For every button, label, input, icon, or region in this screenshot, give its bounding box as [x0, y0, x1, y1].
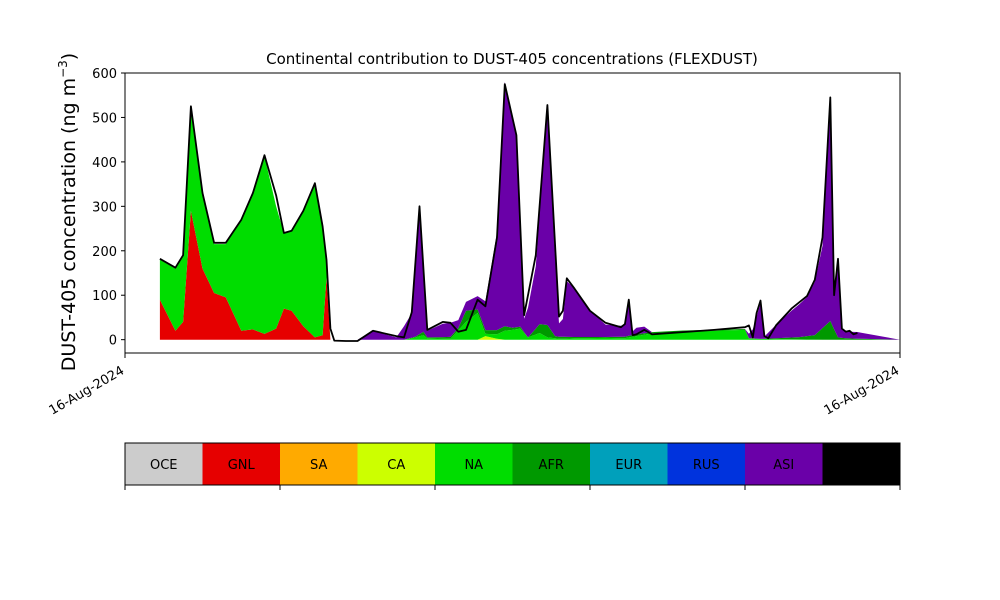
y-tick-label: 100 — [92, 289, 117, 304]
y-tick-label: 0 — [109, 334, 117, 349]
y-axis-label-main: DUST-405 concentration (ng m — [58, 78, 80, 371]
y-tick-label: 200 — [92, 245, 117, 260]
chart-title: Continental contribution to DUST-405 con… — [266, 50, 758, 68]
legend-swatch-gnl — [202, 443, 280, 485]
legend-label-aus: AUS — [848, 458, 875, 473]
legend-label-gnl: GNL — [228, 458, 256, 473]
area-gnl — [159, 210, 900, 340]
legend-swatch-rus — [667, 443, 745, 485]
legend-swatch-asi — [745, 443, 823, 485]
legend-swatch-sa — [280, 443, 358, 485]
legend-label-asi: ASI — [773, 458, 794, 473]
legend-swatch-eur — [590, 443, 668, 485]
legend-frame — [124, 442, 901, 486]
legend-label-oce: OCE — [150, 458, 178, 473]
y-axis-label-close: ) — [58, 53, 80, 60]
y-axis-label-exponent: −3 — [56, 60, 70, 78]
x-tick-label: 16-Aug-2024 — [822, 363, 902, 418]
y-tick-label: 400 — [92, 156, 117, 171]
legend-label-rus: RUS — [693, 458, 720, 473]
plot-frame — [124, 72, 901, 354]
legend-label-na: NA — [464, 458, 483, 473]
legend-label-eur: EUR — [615, 458, 642, 473]
total-outline-line — [159, 83, 858, 342]
legend-label-sa: SA — [310, 458, 327, 473]
legend-swatch-aus — [822, 443, 900, 485]
legend-label-ca: CA — [387, 458, 405, 473]
legend-colorbar: OCE GNL SA CA NA AFR EUR RUS ASI AUS — [124, 442, 901, 490]
y-tick-label: 600 — [92, 67, 117, 82]
y-tick-label: 500 — [92, 111, 117, 126]
legend-label-afr: AFR — [539, 458, 564, 473]
legend-swatch-afr — [512, 443, 590, 485]
y-axis-label: DUST-405 concentration (ng m−3) — [56, 53, 80, 371]
area-series-group — [159, 81, 900, 342]
legend-swatch-na — [435, 443, 513, 485]
y-tick-label: 300 — [92, 200, 117, 215]
legend-swatch-ca — [357, 443, 435, 485]
legend-swatch-oce — [125, 443, 203, 485]
area-asi — [159, 81, 900, 340]
area-na — [159, 108, 900, 340]
